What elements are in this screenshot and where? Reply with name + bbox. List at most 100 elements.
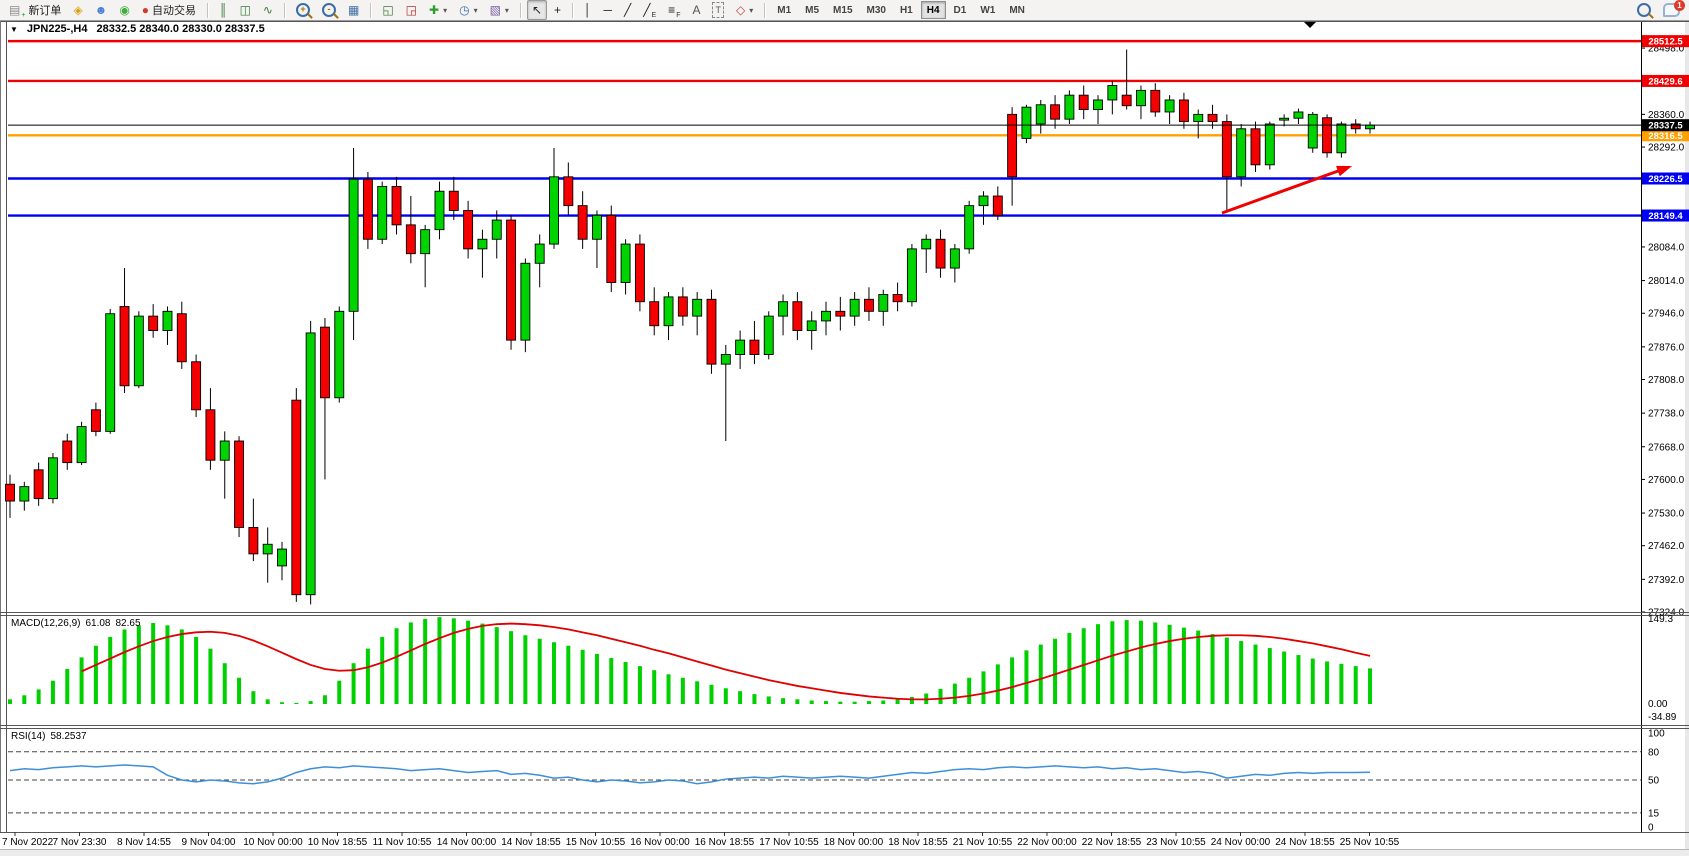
- bar-chart-icon: ║: [219, 3, 228, 17]
- timeframe-mn-button[interactable]: MN: [1009, 4, 1025, 16]
- zoom-in-icon: +: [295, 3, 310, 17]
- crosshair-tool-button[interactable]: +: [549, 0, 566, 20]
- autotrading-button-label: 自动交易: [152, 5, 197, 17]
- signal-icon: ◉: [119, 3, 130, 17]
- cursor-icon: ↖: [531, 3, 542, 17]
- chart-window-icon: ◲: [405, 3, 417, 17]
- timeframe-h1-button[interactable]: H1: [899, 4, 913, 16]
- zoom-out-button[interactable]: -: [317, 0, 341, 20]
- tile-windows-button[interactable]: ▦: [343, 0, 364, 20]
- rsi-line: [9, 764, 1371, 785]
- horizontal-line-icon: ─: [603, 3, 613, 17]
- notification-badge: 1: [1674, 0, 1685, 11]
- period-button[interactable]: ◷ ▾: [454, 0, 483, 20]
- search-icon: [1637, 3, 1651, 17]
- svg-text:28429.6: 28429.6: [1648, 76, 1682, 87]
- template-button[interactable]: ▧ ▾: [485, 0, 514, 20]
- svg-text:0: 0: [1648, 823, 1654, 834]
- svg-text:27392.0: 27392.0: [1648, 575, 1685, 586]
- svg-text:21 Nov 10:55: 21 Nov 10:55: [953, 837, 1013, 848]
- search-button[interactable]: [1632, 0, 1656, 20]
- level-lines[interactable]: [8, 39, 1641, 217]
- fibonacci-tool-button[interactable]: ≡ F: [663, 0, 685, 20]
- svg-text:22 Nov 18:55: 22 Nov 18:55: [1082, 837, 1142, 848]
- svg-text:24 Nov 18:55: 24 Nov 18:55: [1275, 837, 1335, 848]
- line-chart-mode-button[interactable]: ∿: [258, 0, 278, 20]
- macd-label: MACD(12,26,9) 61.08 82.65: [11, 618, 146, 629]
- shapes-tool-button[interactable]: ◇ ▾: [731, 0, 758, 20]
- svg-text:28226.5: 28226.5: [1648, 174, 1683, 185]
- text-tool-button[interactable]: A: [687, 0, 705, 20]
- svg-text:28316.5: 28316.5: [1648, 131, 1683, 142]
- svg-text:149.3: 149.3: [1648, 614, 1673, 625]
- macd-signal-line: [81, 622, 1371, 701]
- svg-text:27600.0: 27600.0: [1648, 475, 1685, 486]
- chart-title-bar: ▼ JPN225-,H4 28332.5 28340.0 28330.0 283…: [10, 23, 265, 35]
- fibonacci-icon-sub: F: [676, 12, 681, 19]
- svg-text:27738.0: 27738.0: [1648, 409, 1685, 420]
- timeframe-m5-button[interactable]: M5: [805, 4, 820, 16]
- chevron-down-icon: ▾: [443, 5, 448, 15]
- timeframe-m15-button[interactable]: M15: [833, 4, 853, 16]
- svg-text:18 Nov 00:00: 18 Nov 00:00: [824, 837, 884, 848]
- toolbar-separator: [207, 2, 209, 18]
- trend-arrow-annotation[interactable]: [1221, 165, 1352, 215]
- svg-text:28149.4: 28149.4: [1648, 211, 1683, 222]
- add-indicator-button[interactable]: ✚ ▾: [424, 0, 452, 20]
- svg-text:24 Nov 00:00: 24 Nov 00:00: [1211, 837, 1271, 848]
- chat-bubble-icon: 1: [1663, 0, 1685, 17]
- candle-chart-mode-button[interactable]: ◫: [235, 0, 256, 20]
- timeframe-m30-button[interactable]: M30: [866, 4, 886, 16]
- autotrading-button[interactable]: ● 自动交易: [137, 0, 201, 20]
- new-chart-window-button[interactable]: ◲: [401, 0, 422, 20]
- macd-panel[interactable]: 149.3 0.00 -34.89: [8, 614, 1677, 723]
- bar-chart-mode-button[interactable]: ║: [214, 0, 233, 20]
- metaquotes-button[interactable]: ◈: [68, 0, 87, 20]
- svg-text:10 Nov 18:55: 10 Nov 18:55: [308, 837, 368, 848]
- svg-text:16 Nov 18:55: 16 Nov 18:55: [695, 837, 755, 848]
- autotrade-icon: ●: [141, 3, 150, 17]
- svg-text:8 Nov 14:55: 8 Nov 14:55: [117, 837, 171, 848]
- timeframe-d1-button[interactable]: D1: [953, 4, 967, 16]
- hline-tool-button[interactable]: ─: [599, 0, 618, 20]
- candlestick-icon: ◫: [239, 3, 251, 17]
- chart-canvas[interactable]: 28498.0 28360.0 28292.0 28084.0 28014.0 27946…: [0, 21, 1689, 849]
- timeframe-w1-button[interactable]: W1: [980, 4, 996, 16]
- svg-text:100: 100: [1648, 729, 1665, 740]
- person-icon: ☻: [94, 3, 108, 17]
- svg-text:10 Nov 00:00: 10 Nov 00:00: [243, 837, 303, 848]
- clock-icon: ◷: [459, 3, 470, 17]
- date-axis[interactable]: 7 Nov 2022 7 Nov 23:30 8 Nov 14:55 9 Nov 04…: [2, 832, 1400, 848]
- new-order-icon: ▤: [9, 3, 21, 17]
- vline-tool-button[interactable]: │: [579, 0, 597, 20]
- rsi-panel[interactable]: 100 80 50 15 0: [8, 729, 1665, 834]
- zoom-in-button[interactable]: +: [291, 0, 315, 20]
- template-icon: ▧: [489, 3, 501, 17]
- svg-text:27462.0: 27462.0: [1648, 541, 1685, 552]
- cursor-tool-button[interactable]: ↖: [526, 0, 547, 20]
- panel-separators[interactable]: [0, 612, 1689, 729]
- zoom-out-icon: -: [321, 3, 336, 17]
- chat-button[interactable]: 1: [1658, 0, 1685, 20]
- toolbar-separator: [519, 2, 521, 18]
- crosshair-icon: +: [554, 3, 562, 17]
- svg-text:15 Nov 10:55: 15 Nov 10:55: [566, 837, 626, 848]
- rsi-label: RSI(14) 58.2537: [11, 731, 92, 742]
- svg-text:15: 15: [1648, 808, 1660, 819]
- channel-tool-button[interactable]: ╱ E: [638, 0, 661, 20]
- chevron-down-icon: ▾: [473, 5, 478, 15]
- trendline-tool-button[interactable]: ╱: [619, 0, 636, 20]
- timeframe-m1-button[interactable]: M1: [777, 4, 792, 16]
- macd-name: MACD(12,26,9): [11, 618, 81, 629]
- macd-main-value: 61.08: [85, 618, 111, 629]
- collapse-icon[interactable]: ▼: [10, 24, 18, 34]
- market-button[interactable]: ☻: [90, 0, 113, 20]
- indicators-window-button[interactable]: ◱: [377, 0, 398, 20]
- candlesticks[interactable]: [5, 49, 1375, 605]
- new-order-button[interactable]: ▤ + 新订单: [4, 0, 66, 20]
- label-tool-button[interactable]: T: [707, 0, 729, 20]
- toolbar-separator: [283, 2, 285, 18]
- signals-button[interactable]: ◉: [114, 0, 134, 20]
- symbol-period-label: JPN225-,H4: [26, 23, 88, 35]
- timeframe-h4-button[interactable]: H4: [920, 1, 946, 19]
